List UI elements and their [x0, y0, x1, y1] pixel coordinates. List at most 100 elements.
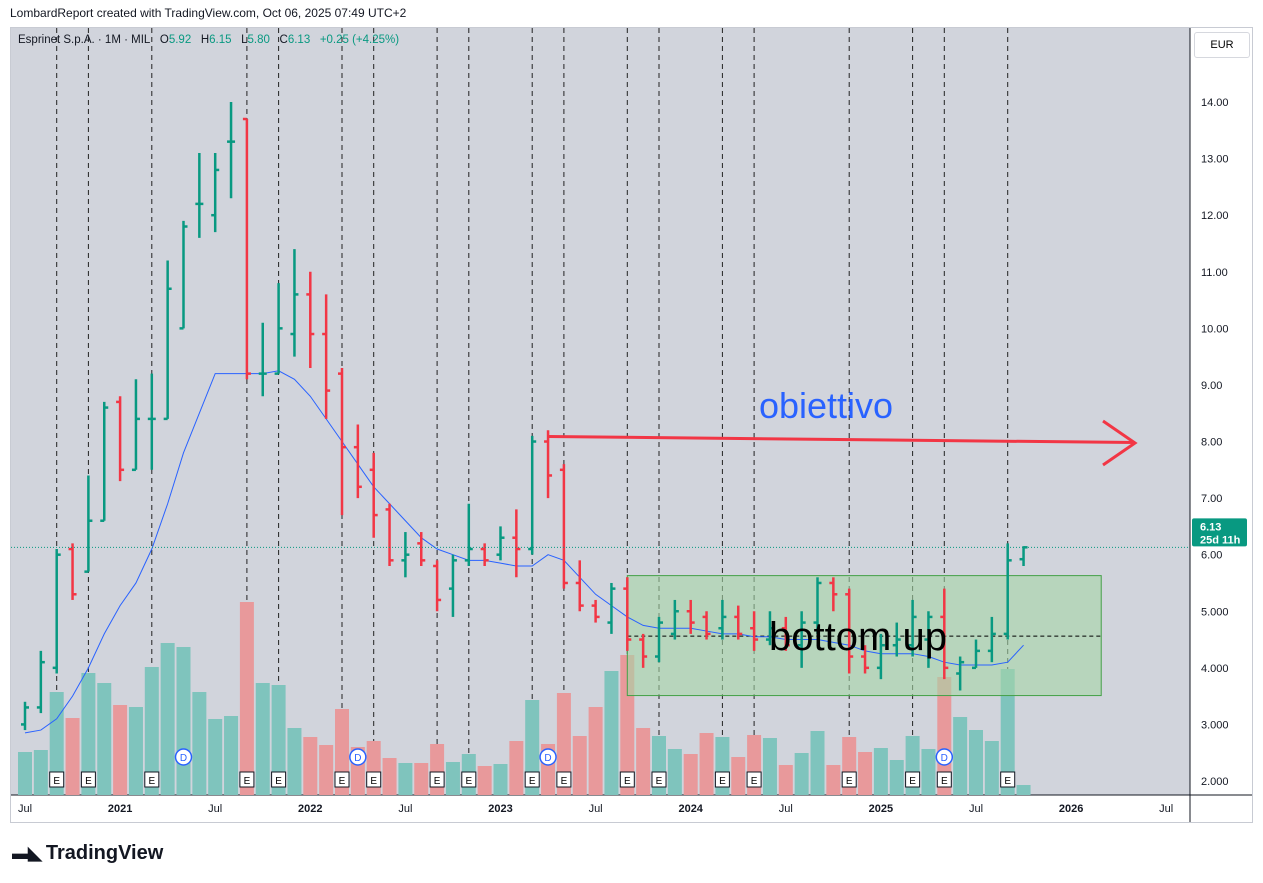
volume-bar [921, 749, 936, 795]
dividend-marker-icon [539, 748, 557, 766]
ohlc-bar [306, 271, 315, 368]
volume-bar [382, 758, 397, 795]
earnings-marker-label: E [244, 776, 251, 787]
dividend-marker-icon [349, 748, 367, 766]
ohlc-bar [1003, 543, 1012, 640]
price-tick: 5.000 [1201, 606, 1229, 618]
volume-bar [18, 752, 32, 795]
ohlc-bar [686, 599, 695, 634]
time-tick: Jul [589, 803, 603, 815]
ohlc-bar [338, 367, 346, 516]
ohlc-bar [623, 577, 632, 651]
volume-bar [509, 741, 524, 795]
price-tick: 11.00 [1201, 267, 1228, 279]
ohlc-bar [575, 560, 584, 612]
ohlc-bar [750, 611, 759, 651]
ohlc-bar [84, 475, 93, 573]
header-credit: LombardReport created with TradingView.c… [10, 6, 407, 20]
volume-bar [287, 728, 302, 795]
time-tick: Jul [1159, 803, 1173, 815]
last-price-badge [1192, 518, 1247, 547]
moving-average-line [24, 370, 1024, 734]
earnings-marker-icon [366, 771, 382, 788]
close-label: C [279, 34, 288, 46]
close-value: 6.13 [287, 34, 311, 46]
earnings-marker-label: E [339, 776, 346, 787]
tv-logo-icon: ▬◣ [12, 843, 42, 863]
high-label: H [200, 34, 210, 46]
earnings-marker-icon [746, 771, 762, 788]
volume-bar [49, 692, 64, 795]
dividend-marker-label: D [354, 753, 361, 764]
volume-bar [794, 753, 809, 795]
tradingview-logo[interactable]: ▬◣ TradingView [12, 842, 163, 865]
ohlc-bar [655, 616, 663, 663]
volume-bar [319, 745, 334, 795]
symbol-name: Esprinet S.p.A. · 1M · MIL [18, 34, 151, 46]
volume-bar [65, 718, 80, 795]
ohlc-bar [163, 260, 172, 421]
time-tick: 2024 [678, 803, 703, 815]
time-tick: 2022 [298, 803, 322, 815]
chart-frame [10, 27, 1253, 823]
volume-bar [477, 766, 492, 795]
earnings-marker-label: E [1004, 776, 1011, 787]
ohlc-bar [544, 430, 553, 499]
earnings-marker-icon [1000, 771, 1016, 788]
volume-bar [255, 683, 270, 795]
dividend-marker-label: D [544, 753, 551, 764]
earnings-marker-label: E [719, 776, 726, 787]
earnings-marker-icon [556, 771, 572, 788]
volume-bar [1016, 785, 1031, 795]
dividend-marker-label: D [941, 753, 948, 764]
open-value: 5.92 [168, 34, 192, 46]
open-label: O [159, 34, 169, 46]
time-tick: Jul [18, 803, 32, 815]
logo-text: TradingView [45, 842, 164, 864]
volume-bar [556, 693, 571, 795]
ohlc-bar [670, 599, 679, 640]
ohlc-bar [258, 322, 267, 397]
ohlc-bar [385, 503, 394, 566]
earnings-marker-icon [80, 771, 96, 788]
ohlc-bar [924, 611, 933, 668]
earnings-marker-label: E [909, 776, 916, 787]
earnings-marker-label: E [53, 776, 60, 787]
time-tick: 2025 [869, 803, 893, 815]
ohlc-bar [607, 582, 616, 634]
ohlc-bar [448, 554, 457, 617]
dividend-marker-icon [174, 748, 193, 766]
volume-bar [224, 716, 239, 795]
earnings-marker-icon [524, 771, 540, 788]
price-tick: 14.00 [1201, 97, 1229, 109]
ohlc-bar [242, 117, 251, 380]
change-value: +0.25 (+4.25%) [319, 34, 400, 46]
volume-bar [588, 707, 603, 795]
earnings-marker-label: E [148, 776, 155, 787]
volume-bar [873, 748, 888, 795]
box-annotation: bottom up [769, 615, 947, 659]
ohlc-bar [639, 633, 648, 668]
ohlc-bar [100, 401, 109, 522]
ohlc-bar [401, 532, 410, 578]
earnings-marker-icon [651, 771, 667, 788]
ohlc-bar [559, 464, 568, 589]
ohlc-bar [987, 616, 996, 663]
earnings-marker-icon [714, 771, 730, 788]
volume-bar [239, 602, 254, 795]
ohlc-bar [765, 611, 774, 646]
ohlc-bar [908, 599, 917, 657]
earnings-marker-label: E [465, 776, 472, 787]
volume-bar [636, 728, 651, 795]
target-arrowhead-icon [1102, 419, 1138, 467]
countdown-label: 25d 11h [1200, 534, 1241, 546]
ohlc-bar [147, 373, 156, 470]
currency-button[interactable]: EUR [1194, 32, 1250, 58]
ohlc-bar [116, 396, 125, 482]
volume-bar [113, 705, 128, 795]
ohlc-bar [781, 616, 790, 651]
volume-bar [889, 760, 904, 795]
earnings-marker-icon [239, 771, 255, 788]
ohlc-bar [322, 294, 331, 419]
